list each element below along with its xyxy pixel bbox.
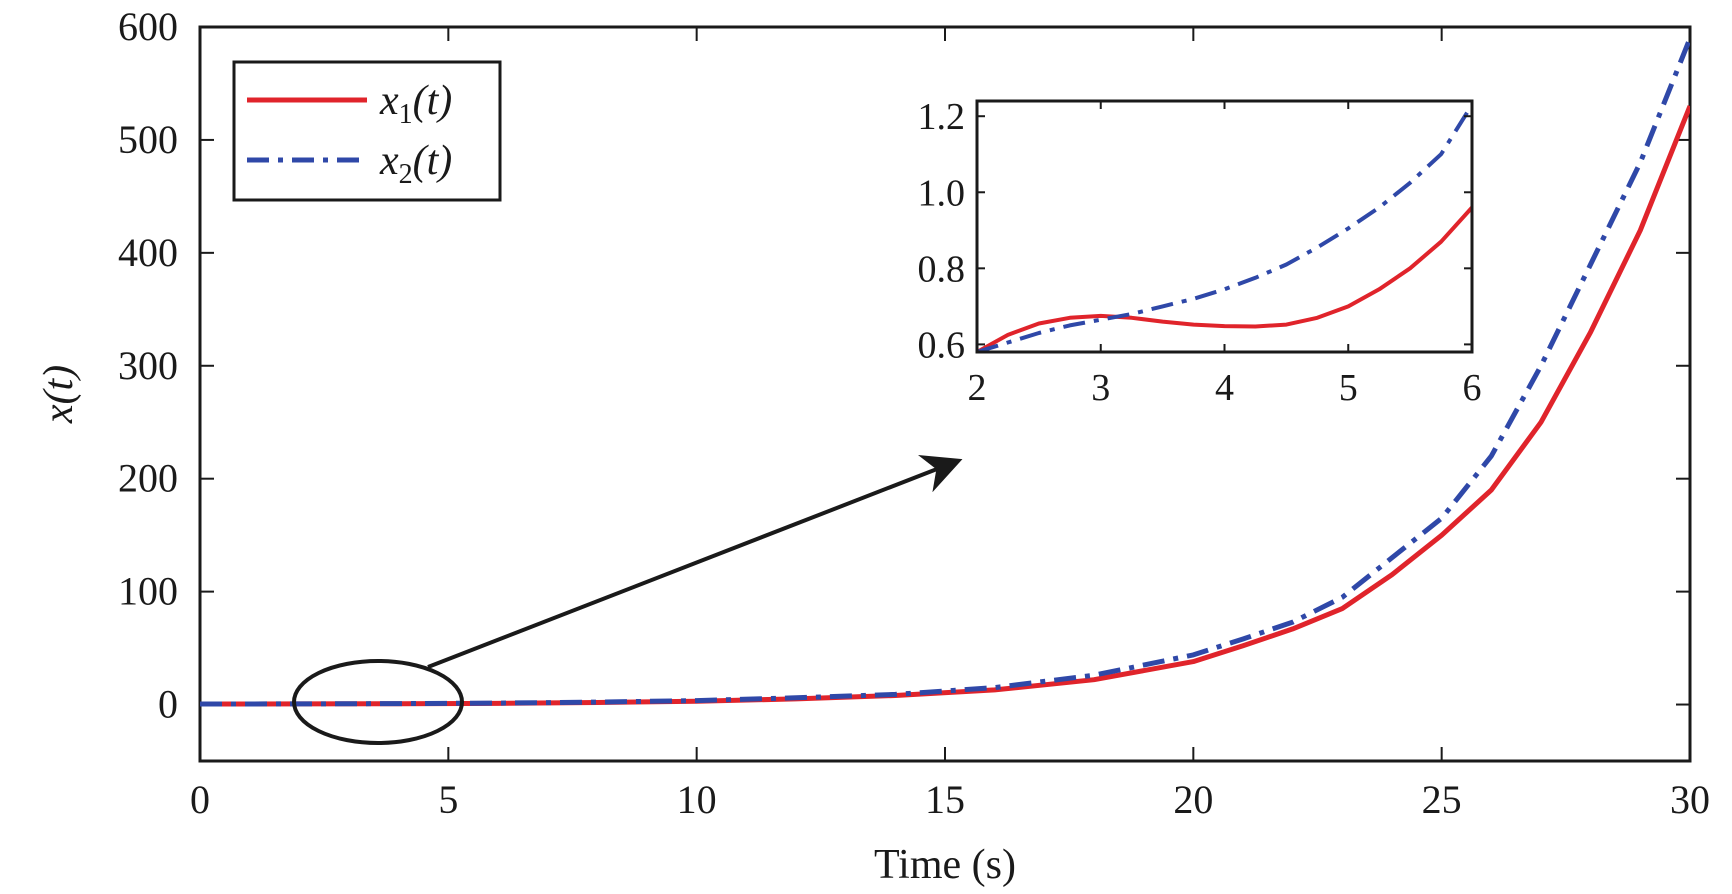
legend: x1(t) x2(t) — [232, 60, 502, 202]
legend-label-x1-sub: 1 — [399, 99, 413, 130]
inset-xtick-label-0: 2 — [968, 367, 987, 409]
main-ytick-label-5: 500 — [118, 117, 178, 162]
inset-series-lines — [977, 103, 1472, 352]
legend-label-x1-base: x — [379, 78, 399, 124]
inset-plot-background — [977, 101, 1472, 352]
x-axis-label: Time (s) — [874, 842, 1016, 888]
main-xtick-label-5: 25 — [1422, 777, 1462, 822]
main-xtick-label-6: 30 — [1670, 777, 1710, 822]
main-xtick-label-2: 10 — [677, 777, 717, 822]
main-series-line-2 — [200, 37, 1690, 707]
inset-axis-ticks: 2 3 4 5 6 0.6 0.8 1.0 1.2 — [918, 96, 1482, 409]
legend-label-x2: x2(t) — [379, 138, 452, 190]
inset-ytick-label-3: 1.2 — [918, 96, 966, 138]
main-xtick-label-0: 0 — [190, 777, 210, 822]
legend-label-x1-tail: (t) — [413, 78, 453, 124]
inset-series-line-1 — [977, 206, 1472, 352]
main-ytick-label-2: 200 — [118, 456, 178, 501]
zoom-region-ellipse — [292, 659, 464, 745]
inset-xtick-label-1: 3 — [1091, 367, 1110, 409]
inset-ytick-label-0: 0.6 — [918, 324, 966, 366]
legend-box — [232, 60, 502, 202]
main-ytick-label-3: 300 — [118, 343, 178, 388]
main-xtick-label-1: 5 — [438, 777, 458, 822]
legend-label-x2-sub: 2 — [399, 159, 413, 190]
legend-label-x2-tail: (t) — [413, 138, 453, 184]
zoom-arrow — [427, 454, 963, 669]
main-xtick-label-3: 15 — [925, 777, 965, 822]
main-ytick-label-1: 100 — [118, 569, 178, 614]
main-ytick-label-0: 0 — [158, 682, 178, 727]
main-ytick-label-6: 600 — [118, 4, 178, 49]
inset-xtick-label-2: 4 — [1215, 367, 1234, 409]
main-series-lines — [200, 37, 1690, 707]
legend-label-x2-base: x — [379, 138, 399, 184]
y-axis-label: x(t) — [36, 365, 82, 424]
inset-ytick-label-2: 1.0 — [918, 172, 966, 214]
main-ytick-label-4: 400 — [118, 230, 178, 275]
legend-label-x1: x1(t) — [379, 78, 452, 130]
main-xtick-label-4: 20 — [1173, 777, 1213, 822]
inset-ytick-label-1: 0.8 — [918, 248, 966, 290]
inset-plot: 2 3 4 5 6 0.6 0.8 1.0 1.2 — [918, 96, 1482, 409]
inset-xtick-label-4: 6 — [1463, 367, 1482, 409]
inset-xtick-label-3: 5 — [1339, 367, 1358, 409]
